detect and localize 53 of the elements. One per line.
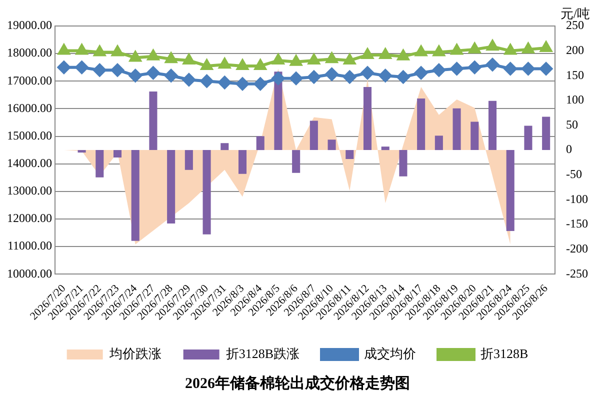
y-tick-label: 15000.00 [7,128,52,142]
y2-tick-label: 0 [566,142,572,156]
bar [167,150,176,224]
y2-tick-label: -100 [566,192,588,206]
bar [292,150,300,173]
bar [524,126,532,150]
bar [488,100,497,150]
bar [417,98,426,150]
bar [452,108,461,150]
bar [131,150,140,241]
y-tick-label: 11000.00 [7,238,52,253]
bar [506,150,514,231]
bar [470,122,479,150]
bar [256,136,264,150]
y-tick-label: 16000.00 [7,100,52,115]
legend-label: 折3128B跌涨 [226,346,300,361]
bar [238,150,247,174]
bar [113,150,122,158]
bar [399,150,408,176]
bar [202,150,211,234]
y2-tick-label: -250 [566,266,588,280]
text: 2026年储备棉轮出成交价格走势图 [185,374,410,392]
bar [96,150,104,178]
y-tick-label: 17000.00 [7,73,52,88]
y-tick-label: 19000.00 [7,18,52,32]
legend-label: 均价跌涨 [108,346,162,361]
bar [363,87,372,150]
y2-tick-label: 50 [566,117,578,132]
y2-tick-label: 100 [566,92,584,107]
bar [328,140,336,150]
bar [346,150,354,159]
y-tick-label: 14000.00 [7,156,52,170]
y-tick-label: 10000.00 [7,266,52,280]
legend-label: 折3128B [480,346,528,361]
bar [220,143,229,150]
y2-tick-label: 250 [566,18,584,32]
bar [78,150,86,153]
y-tick-label: 12000.00 [7,211,52,226]
bar [542,116,550,150]
text: 元/吨 [560,6,590,21]
legend-label: 成交均价 [364,346,416,361]
y-tick-label: 13000.00 [7,184,52,198]
y2-tick-label: 150 [566,68,584,82]
bar [310,120,318,150]
bar [149,92,158,150]
y2-tick-label: -200 [566,241,588,256]
bar [434,136,443,150]
y2-tick-label: 200 [566,42,584,57]
bar [381,146,390,150]
y2-tick-label: -50 [566,167,582,182]
bar [184,150,193,170]
y-tick-label: 18000.00 [7,46,52,60]
y2-tick-label: -150 [566,216,588,231]
